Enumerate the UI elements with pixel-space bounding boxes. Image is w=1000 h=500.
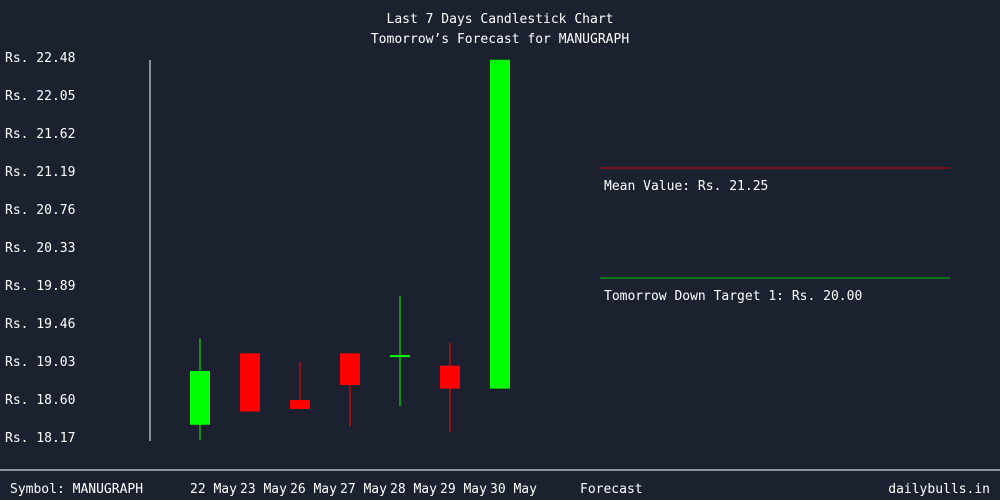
x-tick-label: 28 May	[390, 482, 437, 497]
y-tick-label: Rs. 21.62	[5, 127, 75, 142]
candle-body	[390, 355, 410, 358]
y-tick-label: Rs. 21.19	[5, 165, 75, 180]
y-tick-label: Rs. 19.89	[5, 279, 75, 294]
forecast-annotation-label: Mean Value: Rs. 21.25	[604, 179, 768, 194]
annotations-group: Mean Value: Rs. 21.25 Tomorrow Down Targe…	[600, 167, 950, 304]
candle-body	[490, 59, 510, 389]
x-tick-label: 27 May	[340, 482, 387, 497]
y-tick-label: Rs. 20.76	[5, 203, 75, 218]
site-label: dailybulls.in	[888, 482, 990, 497]
y-tick-label: Rs. 18.60	[5, 393, 75, 408]
y-tick-label: Rs. 22.05	[5, 89, 75, 104]
y-tick-label: Rs. 22.48	[5, 51, 75, 66]
candle-body	[290, 400, 310, 409]
x-tick-label: 26 May	[290, 482, 337, 497]
forecast-annotation-label: Tomorrow Down Target 1: Rs. 20.00	[604, 289, 862, 304]
forecast-label: Forecast	[580, 482, 643, 497]
y-tick-label: Rs. 18.17	[5, 431, 75, 446]
x-axis: 22 May 23 May 26 May 27 May 28 May 29 May 30 M…	[190, 482, 537, 497]
candle-body	[340, 353, 360, 386]
y-tick-label: Rs. 19.03	[5, 355, 75, 370]
x-tick-label: 29 May	[440, 482, 487, 497]
y-tick-label: Rs. 19.46	[5, 317, 75, 332]
y-tick-label: Rs. 20.33	[5, 241, 75, 256]
x-tick-label: 30 May	[490, 482, 537, 497]
y-axis: Rs. 22.48 Rs. 22.05 Rs. 21.62 Rs. 21.19 Rs. …	[5, 51, 75, 446]
chart-title: Last 7 Days Candlestick Chart	[387, 12, 614, 27]
x-tick-label: 22 May	[190, 482, 237, 497]
candle-body	[240, 353, 260, 412]
x-tick-label: 23 May	[240, 482, 287, 497]
candle-body	[440, 365, 460, 389]
candle-body	[190, 370, 210, 425]
candles-group	[190, 59, 510, 440]
symbol-label: Symbol: MANUGRAPH	[10, 482, 143, 497]
chart-subtitle: Tomorrow’s Forecast for MANUGRAPH	[371, 32, 629, 47]
